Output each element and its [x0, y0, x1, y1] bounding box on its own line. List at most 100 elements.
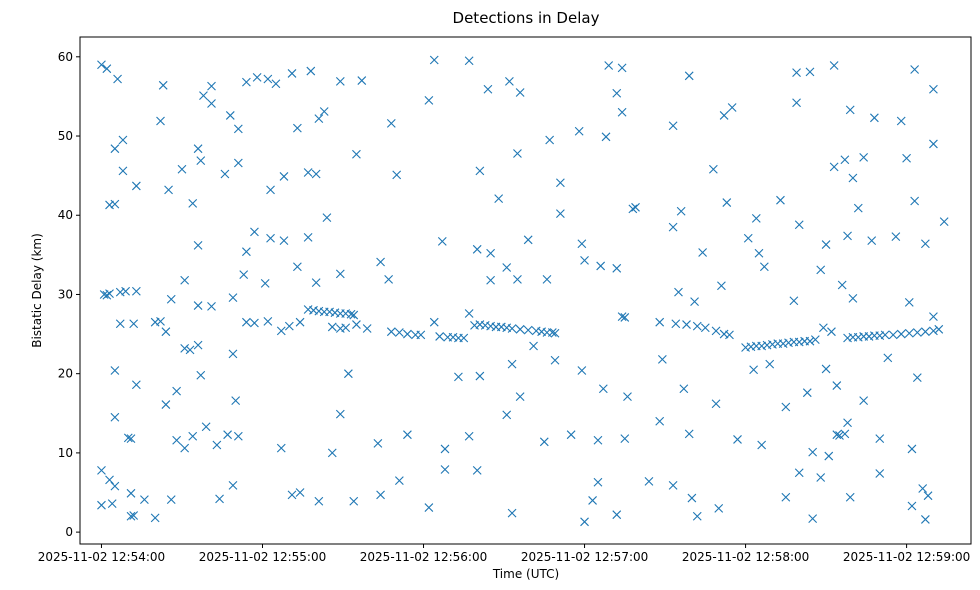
- data-point: [577, 239, 587, 249]
- data-point: [150, 317, 160, 327]
- data-point: [188, 198, 198, 208]
- data-point: [287, 490, 297, 500]
- data-point: [910, 196, 920, 206]
- data-point: [896, 116, 906, 126]
- data-point: [722, 198, 732, 207]
- data-point: [580, 517, 589, 527]
- data-point: [287, 69, 297, 78]
- data-point: [840, 429, 850, 439]
- data-point: [215, 494, 224, 504]
- data-point: [794, 468, 804, 478]
- data-point: [623, 392, 632, 402]
- data-point: [612, 510, 622, 520]
- data-point: [177, 164, 187, 174]
- y-tick-label: 30: [58, 287, 73, 301]
- data-point: [292, 262, 302, 272]
- data-point: [832, 430, 842, 440]
- data-point: [166, 294, 176, 304]
- chart-title: Detections in Delay: [453, 9, 600, 27]
- data-point: [266, 185, 275, 195]
- data-point: [429, 317, 439, 327]
- data-point: [684, 71, 694, 81]
- data-point: [845, 105, 855, 115]
- data-point: [486, 275, 495, 285]
- data-point: [295, 317, 305, 327]
- data-point: [193, 301, 203, 310]
- data-point: [180, 275, 190, 285]
- data-point: [832, 381, 842, 390]
- data-point: [110, 412, 120, 422]
- data-point: [711, 399, 721, 409]
- data-point: [193, 340, 203, 350]
- data-point: [655, 317, 665, 327]
- data-point: [875, 469, 885, 478]
- data-point: [523, 325, 533, 335]
- data-point: [349, 496, 359, 506]
- data-point: [920, 239, 930, 249]
- data-point: [115, 319, 125, 329]
- data-point: [754, 248, 764, 258]
- data-point: [454, 372, 463, 382]
- data-point: [180, 343, 190, 353]
- data-point: [821, 240, 831, 249]
- data-point: [617, 107, 627, 117]
- data-point: [934, 324, 944, 334]
- data-point: [749, 365, 759, 375]
- data-point: [131, 181, 141, 191]
- data-point: [840, 155, 850, 165]
- data-point: [319, 107, 329, 116]
- data-point: [314, 114, 324, 123]
- data-point: [848, 294, 858, 303]
- data-point: [228, 349, 238, 359]
- data-point: [904, 297, 914, 307]
- y-tick-label: 20: [58, 367, 73, 381]
- data-point: [550, 328, 560, 338]
- data-point: [794, 220, 804, 230]
- data-point: [507, 508, 517, 518]
- data-point: [888, 330, 898, 340]
- data-point: [440, 444, 450, 454]
- data-point: [601, 132, 611, 142]
- data-point: [566, 430, 576, 440]
- data-point: [837, 280, 847, 290]
- data-point: [327, 448, 337, 458]
- data-point: [920, 515, 930, 524]
- data-point: [193, 240, 203, 250]
- data-point: [303, 168, 313, 177]
- data-point: [424, 95, 434, 105]
- data-point: [225, 111, 235, 120]
- data-point: [343, 369, 353, 379]
- data-point: [668, 222, 678, 232]
- data-point: [515, 392, 525, 402]
- data-point: [188, 431, 198, 441]
- x-axis-label: Time (UTC): [492, 567, 559, 581]
- data-point: [292, 123, 302, 133]
- data-point: [896, 329, 906, 339]
- data-point: [185, 345, 195, 355]
- data-point: [598, 384, 608, 394]
- data-point: [193, 144, 203, 154]
- data-point: [158, 80, 168, 90]
- data-point: [719, 111, 729, 120]
- data-point: [843, 231, 852, 241]
- data-point: [260, 278, 270, 288]
- data-point: [757, 440, 767, 450]
- data-point: [126, 488, 136, 498]
- data-point: [156, 116, 165, 126]
- data-point: [759, 262, 769, 272]
- x-tick-label: 2025-11-02 12:59:00: [843, 550, 970, 564]
- data-point: [228, 293, 238, 303]
- data-point: [376, 257, 385, 267]
- data-point: [150, 513, 160, 523]
- data-point: [711, 326, 721, 336]
- data-point: [912, 328, 922, 337]
- data-point: [311, 169, 321, 179]
- data-point: [126, 434, 136, 444]
- plot-frame: [79, 36, 972, 545]
- data-point: [376, 490, 385, 500]
- data-point: [483, 84, 493, 94]
- data-point: [805, 67, 815, 77]
- data-point: [164, 185, 173, 195]
- data-point: [523, 235, 533, 245]
- data-point: [386, 327, 396, 337]
